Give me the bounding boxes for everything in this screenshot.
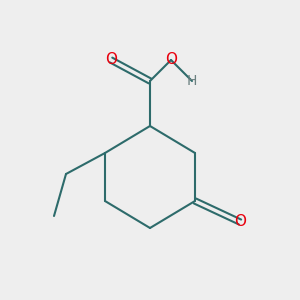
- Text: O: O: [165, 52, 177, 68]
- Text: O: O: [234, 214, 246, 230]
- Text: H: H: [187, 74, 197, 88]
- Text: O: O: [105, 52, 117, 68]
